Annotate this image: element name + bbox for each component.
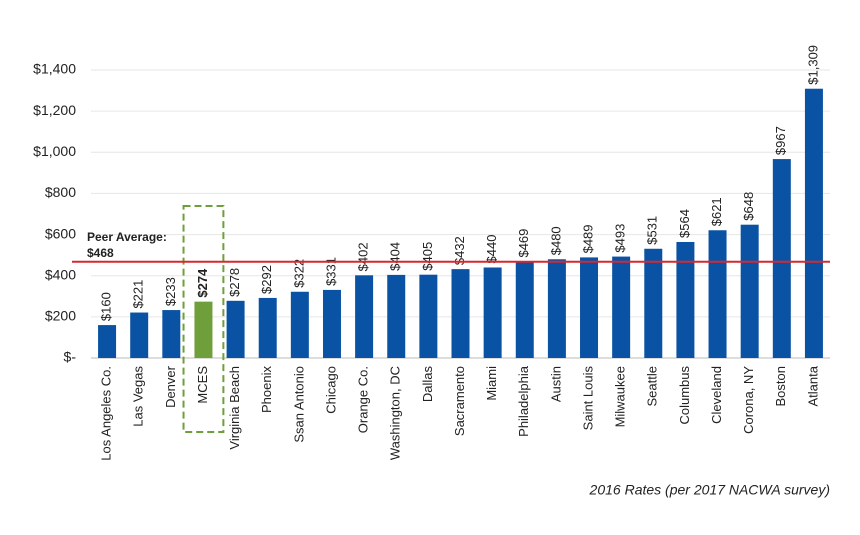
bar — [290, 291, 309, 358]
x-tick-label: Corona, NY — [741, 366, 756, 434]
value-label: $331 — [323, 257, 338, 286]
value-label: $233 — [163, 277, 178, 306]
bar — [419, 274, 438, 358]
x-tick-label: Philadelphia — [516, 365, 531, 437]
bar — [740, 224, 759, 358]
y-tick-label: $1,400 — [33, 61, 76, 77]
x-tick-label: Austin — [548, 366, 563, 402]
value-label: $404 — [388, 242, 403, 271]
value-label: $493 — [613, 224, 628, 253]
bar — [676, 241, 695, 358]
bar — [772, 159, 791, 358]
y-tick-label: $200 — [45, 308, 76, 324]
value-label: $278 — [227, 268, 242, 297]
bar — [515, 261, 534, 358]
bar — [804, 88, 823, 358]
x-tick-label: Virginia Beach — [227, 366, 242, 450]
x-tick-label: Los Angeles Co. — [99, 366, 114, 461]
x-tick-label: Phoenix — [259, 366, 274, 413]
bar — [547, 259, 566, 358]
bar — [130, 312, 149, 358]
value-label: $405 — [420, 242, 435, 271]
y-tick-label: $1,000 — [33, 143, 76, 159]
x-tick-label: Ssan Antonio — [291, 366, 306, 443]
value-label: $564 — [677, 209, 692, 238]
bar — [98, 325, 117, 358]
x-tick-label: Miami — [484, 366, 499, 401]
value-label: $274 — [195, 268, 210, 298]
x-tick-label: Columbus — [677, 366, 692, 425]
value-label: $648 — [741, 192, 756, 221]
x-tick-label: Chicago — [323, 366, 338, 414]
bar — [580, 257, 599, 358]
bar — [226, 300, 245, 358]
value-label: $292 — [259, 265, 274, 294]
y-tick-label: $400 — [45, 266, 76, 282]
value-label: $402 — [356, 242, 371, 271]
bar — [258, 297, 277, 358]
x-tick-label: Orange Co. — [356, 366, 371, 433]
reference-label: Peer Average: — [87, 230, 167, 244]
x-tick-label: MCES — [195, 366, 210, 404]
bar — [612, 256, 631, 358]
bar — [483, 267, 502, 358]
value-label: $160 — [99, 292, 114, 321]
x-tick-label: Seattle — [645, 366, 660, 406]
y-tick-label: $- — [64, 349, 77, 365]
y-tick-label: $1,200 — [33, 102, 76, 118]
bar — [387, 274, 406, 358]
x-tick-label: Sacramento — [452, 366, 467, 436]
x-tick-label: Denver — [163, 365, 178, 408]
value-label: $469 — [516, 229, 531, 258]
highlight-box — [182, 205, 225, 433]
value-label: $480 — [548, 226, 563, 255]
value-label: $322 — [291, 259, 306, 288]
x-tick-label: Cleveland — [709, 366, 724, 424]
value-label: $531 — [645, 216, 660, 245]
x-tick-label: Dallas — [420, 366, 435, 403]
bar — [451, 269, 470, 358]
bar — [708, 230, 727, 358]
value-label: $967 — [773, 126, 788, 155]
bar — [322, 289, 341, 358]
y-tick-label: $800 — [45, 184, 76, 200]
reference-value-label: $468 — [87, 246, 114, 260]
value-label: $621 — [709, 197, 724, 226]
value-label: $489 — [580, 224, 595, 253]
note: 2016 Rates (per 2017 NACWA survey) — [589, 482, 830, 498]
bar — [644, 248, 663, 358]
x-tick-label: Washington, DC — [388, 366, 403, 460]
bar — [194, 301, 213, 358]
bar — [162, 310, 181, 358]
x-tick-label: Atlanta — [805, 365, 820, 406]
y-tick-label: $600 — [45, 225, 76, 241]
bar — [355, 275, 374, 358]
x-tick-label: Las Vegas — [131, 366, 146, 427]
x-tick-label: Saint Louis — [580, 366, 595, 431]
value-label: $440 — [484, 235, 499, 264]
value-label: $432 — [452, 236, 467, 265]
value-label: $221 — [131, 280, 146, 309]
value-label: $1,309 — [805, 45, 820, 85]
x-tick-label: Boston — [773, 366, 788, 406]
x-tick-label: Milwaukee — [613, 366, 628, 427]
